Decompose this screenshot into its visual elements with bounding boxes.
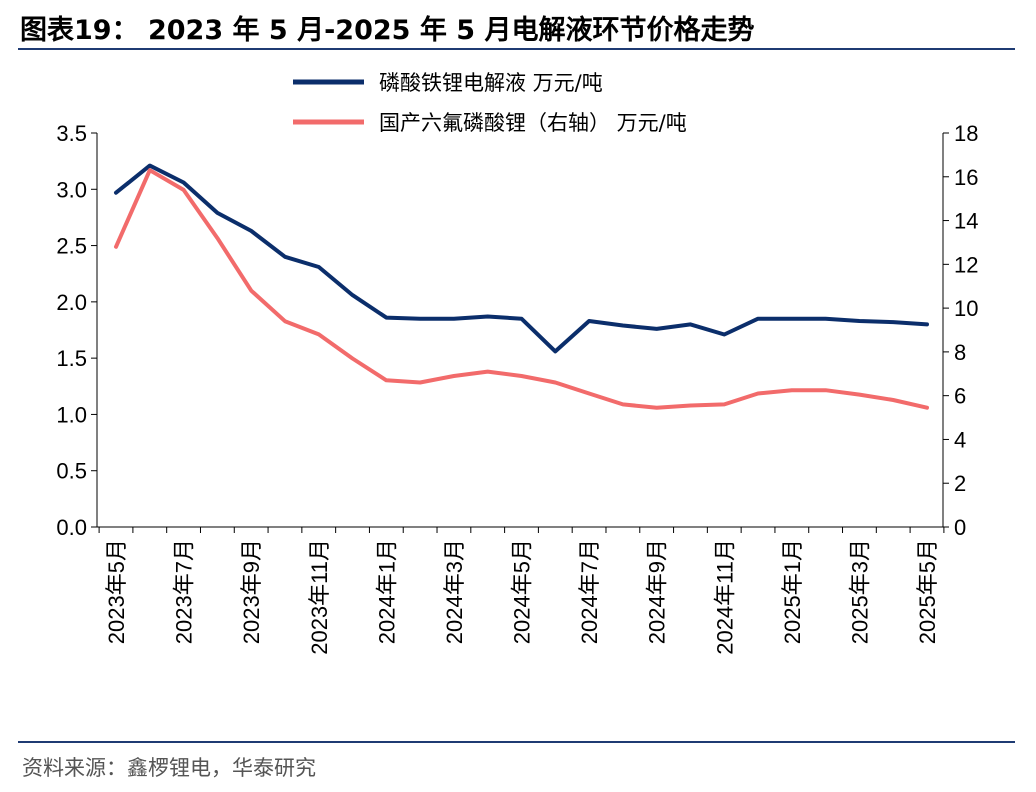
right-tick-label: 14 — [954, 209, 978, 234]
left-tick-label: 1.5 — [56, 346, 87, 371]
legend-label-lfp-electrolyte: 磷酸铁锂电解液 万元/吨 — [379, 71, 603, 95]
x-tick-label: 2024年3月 — [442, 539, 467, 644]
right-tick-label: 10 — [954, 296, 978, 321]
right-tick-label: 18 — [954, 121, 978, 146]
x-tick-label: 2024年9月 — [645, 539, 670, 644]
right-tick-label: 6 — [954, 384, 966, 409]
series-line-lfp-electrolyte — [114, 163, 929, 354]
chart-title: 图表19： 2023 年 5 月-2025 年 5 月电解液环节价格走势 — [20, 15, 755, 46]
left-tick-label: 1.0 — [56, 402, 87, 427]
x-tick-label: 2023年5月 — [104, 539, 129, 644]
x-tick-label: 2023年9月 — [239, 539, 264, 644]
x-tick-label: 2024年7月 — [577, 539, 602, 644]
series-line-lipf6 — [114, 168, 929, 410]
footer-divider — [18, 741, 1015, 743]
source-note: 资料来源：鑫椤锂电，华泰研究 — [22, 756, 316, 780]
x-tick-label: 2024年11月 — [712, 539, 737, 655]
legend-label-lipf6: 国产六氟磷酸锂（右轴） 万元/吨 — [379, 111, 687, 135]
right-tick-label: 16 — [954, 165, 978, 190]
title-divider — [18, 48, 1015, 50]
right-tick-label: 12 — [954, 252, 978, 277]
right-tick-label: 0 — [954, 515, 966, 540]
right-tick-label: 8 — [954, 340, 966, 365]
right-tick-label: 2 — [954, 471, 966, 496]
left-tick-label: 2.5 — [56, 234, 87, 259]
left-tick-label: 3.0 — [56, 177, 87, 202]
left-tick-label: 2.0 — [56, 290, 87, 315]
x-tick-label: 2023年7月 — [172, 539, 197, 644]
x-tick-label: 2025年3月 — [847, 539, 872, 644]
left-tick-label: 0.5 — [56, 459, 87, 484]
left-tick-label: 3.5 — [56, 121, 87, 146]
x-tick-label: 2025年1月 — [780, 539, 805, 644]
line-chart: 0.0 0.5 1.0 1.5 2.0 2.5 3.0 3.5 0 2 4 6 8 10 12 14 16 18 2… — [56, 71, 978, 655]
x-tick-label: 2023年11月 — [307, 539, 332, 655]
x-tick-label: 2024年5月 — [510, 539, 535, 644]
x-tick-label: 2024年1月 — [374, 539, 399, 644]
right-tick-label: 4 — [954, 427, 966, 452]
x-tick-label: 2025年5月 — [915, 539, 940, 644]
left-tick-label: 0.0 — [56, 515, 87, 540]
